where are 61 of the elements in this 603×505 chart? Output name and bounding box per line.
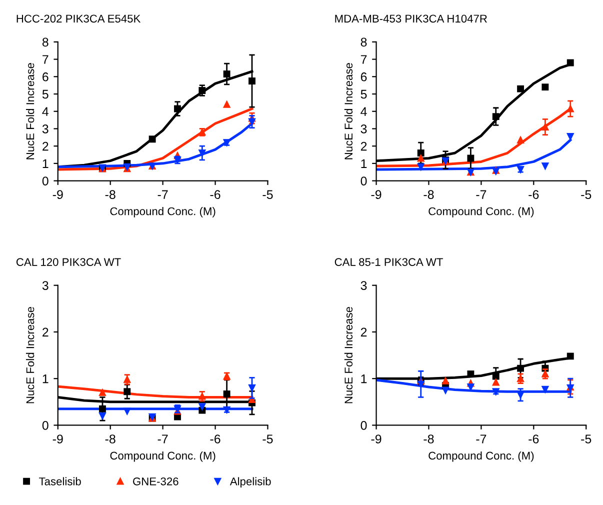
- y-tick-label: 5: [42, 90, 48, 99]
- chart-title: HCC-202 PIK3CA E545K: [16, 14, 141, 23]
- x-tick-label: -5: [581, 190, 592, 199]
- x-tick-label: -5: [262, 434, 273, 444]
- x-tick-label: -6: [528, 434, 539, 444]
- y-tick-label: 7: [42, 55, 48, 64]
- y-tick-label: 8: [42, 38, 48, 47]
- y-tick-label: 6: [42, 72, 48, 82]
- x-tick-label: -9: [371, 434, 382, 444]
- y-tick-label: 0: [360, 421, 367, 430]
- y-tick-label: 4: [360, 107, 367, 116]
- x-tick-label: -6: [210, 434, 220, 444]
- y-tick-label: 3: [360, 281, 367, 290]
- y-tick-label: 1: [42, 159, 48, 168]
- y-tick-label: 2: [42, 142, 48, 151]
- y-tick-label: 0: [360, 176, 367, 186]
- y-tick-label: 3: [42, 281, 48, 290]
- legend-label: Alpelisib: [230, 477, 271, 488]
- y-tick-label: 4: [42, 107, 48, 116]
- chart-title: CAL 85-1 PIK3CA WT: [334, 258, 443, 266]
- y-tick-label: 8: [360, 38, 367, 47]
- x-tick-label: -6: [528, 190, 539, 199]
- y-tick-label: 2: [42, 328, 48, 336]
- y-tick-label: 1: [361, 374, 367, 384]
- y-tick-label: 2: [360, 328, 367, 336]
- x-tick-label: -8: [424, 190, 434, 199]
- y-tick-label: 0: [42, 421, 48, 430]
- x-tick-label: -7: [476, 190, 486, 199]
- y-tick-label: 1: [361, 159, 367, 168]
- chart-title: CAL 120 PIK3CA WT: [16, 258, 121, 266]
- y-axis-title: NucE Fold Increase: [344, 63, 353, 160]
- y-tick-label: 3: [42, 124, 48, 134]
- x-tick-label: -9: [371, 190, 382, 199]
- x-axis-title: Compound Conc. (M): [110, 207, 216, 218]
- y-axis-title: NucE Fold Increase: [344, 306, 353, 404]
- x-axis-title: Compound Conc. (M): [428, 207, 534, 218]
- y-tick-label: 0: [42, 176, 48, 186]
- y-tick-label: 3: [360, 124, 367, 134]
- y-tick-label: 6: [360, 72, 367, 82]
- chart-title: MDA-MB-453 PIK3CA H1047R: [335, 14, 487, 23]
- y-tick-label: 7: [360, 55, 367, 64]
- x-tick-label: -8: [105, 190, 116, 199]
- x-tick-label: -8: [424, 434, 434, 444]
- x-tick-label: -9: [52, 434, 63, 444]
- legend-label: GNE-326: [133, 477, 178, 486]
- x-tick-label: -9: [52, 190, 63, 199]
- x-tick-label: -7: [158, 434, 168, 444]
- x-axis-title: Compound Conc. (M): [110, 451, 216, 462]
- x-tick-label: -5: [262, 190, 273, 199]
- x-tick-label: -7: [476, 434, 486, 444]
- y-axis-title: NucE Fold Increase: [26, 306, 34, 404]
- y-tick-label: 2: [360, 142, 367, 151]
- legend-label: Taselisib: [39, 477, 81, 486]
- y-tick-label: 5: [360, 90, 367, 99]
- y-tick-label: 1: [42, 374, 48, 384]
- x-tick-label: -8: [105, 434, 116, 444]
- y-axis-title: NucE Fold Increase: [26, 63, 34, 160]
- x-tick-label: -7: [158, 190, 168, 199]
- x-tick-label: -5: [581, 434, 592, 444]
- x-axis-title: Compound Conc. (M): [428, 451, 534, 462]
- x-tick-label: -6: [210, 190, 220, 199]
